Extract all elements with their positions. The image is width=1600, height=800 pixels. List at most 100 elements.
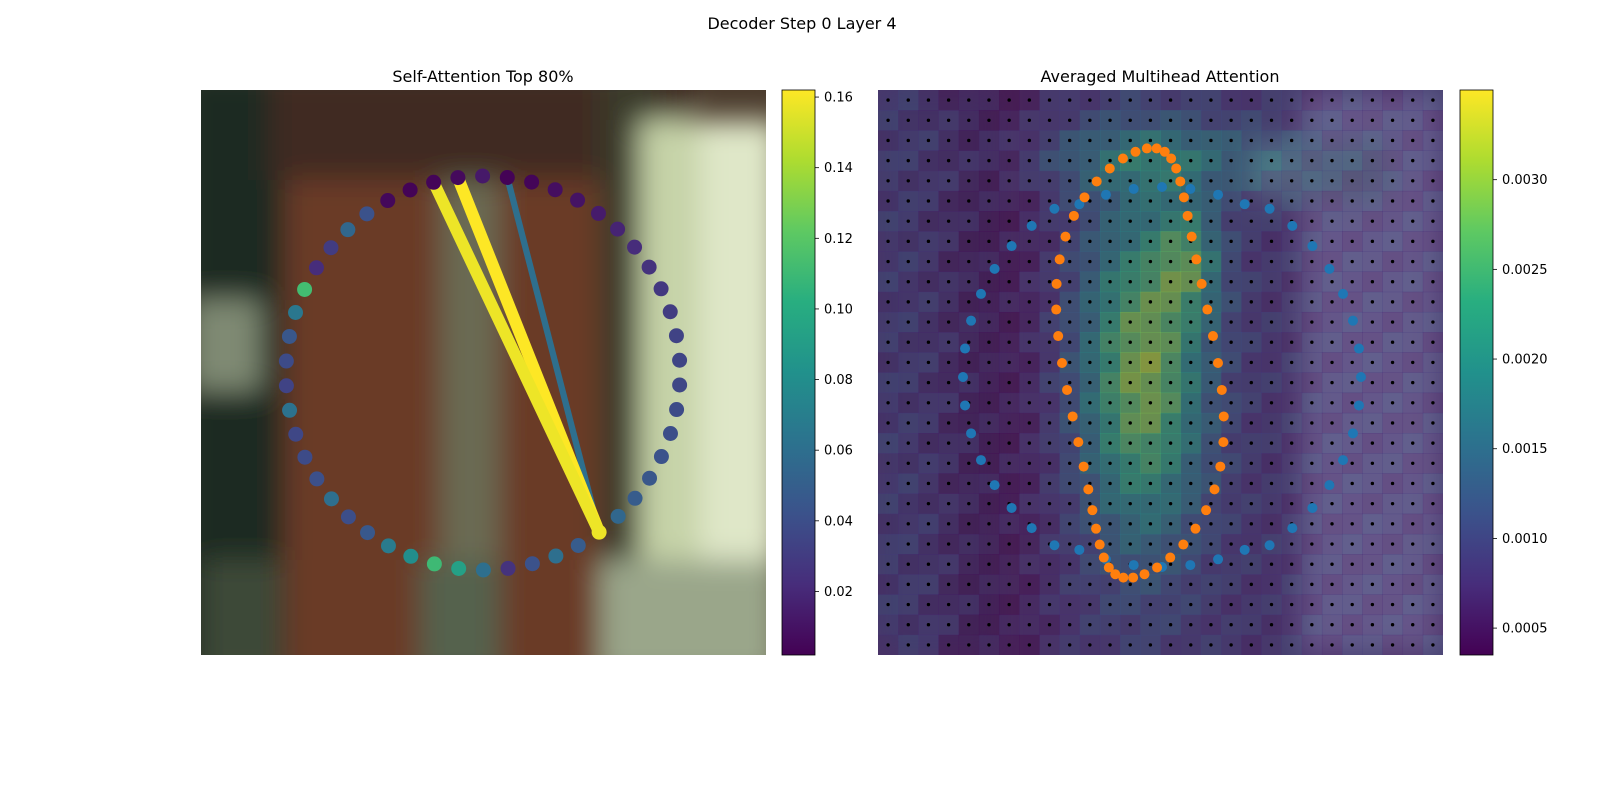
grid-dot — [1027, 623, 1032, 627]
orange-point — [1110, 569, 1121, 580]
grid-dot — [1168, 602, 1173, 607]
grid-dot — [926, 380, 931, 385]
grid-dot — [1249, 300, 1254, 304]
grid-dot — [1148, 421, 1153, 425]
grid-dot — [1047, 340, 1052, 344]
grid-dot — [1108, 138, 1112, 143]
grid-dot — [967, 562, 971, 566]
ring-point — [610, 221, 626, 237]
blue-point — [1324, 263, 1335, 274]
grid-dot — [1370, 481, 1375, 486]
grid-dot — [1370, 441, 1375, 445]
grid-dot — [1310, 158, 1314, 163]
blue-point — [1307, 502, 1318, 513]
colorbar-tick-label: 0.16 — [824, 91, 853, 106]
grid-dot — [1209, 279, 1213, 284]
ring-point — [627, 239, 643, 255]
ring-point — [309, 471, 325, 487]
grid-dot — [1168, 219, 1173, 223]
grid-dot — [987, 461, 991, 466]
grid-dot — [1289, 199, 1294, 203]
grid-dot — [1209, 623, 1213, 627]
grid-dot — [1189, 360, 1193, 365]
grid-dot — [1229, 380, 1233, 385]
grid-dot — [1108, 360, 1112, 365]
grid-dot — [1229, 582, 1233, 587]
grid-dot — [1189, 380, 1193, 385]
grid-dot — [1289, 461, 1294, 466]
orange-point — [1182, 210, 1193, 221]
grid-dot — [1128, 340, 1132, 344]
grid-dot — [1088, 98, 1092, 102]
grid-dot — [1108, 401, 1112, 405]
grid-dot — [1370, 98, 1375, 102]
grid-dot — [906, 279, 910, 284]
grid-dot — [946, 643, 951, 647]
grid-dot — [1249, 138, 1254, 143]
grid-dot — [906, 179, 910, 183]
grid-dot — [1370, 118, 1375, 122]
grid-dot — [1350, 138, 1354, 143]
grid-dot — [1209, 542, 1213, 546]
grid-dot — [1431, 239, 1435, 244]
ring-point — [669, 402, 685, 418]
grid-dot — [1047, 522, 1052, 526]
grid-dot — [1249, 643, 1254, 647]
grid-dot — [1310, 279, 1314, 284]
blue-point — [1157, 182, 1167, 192]
grid-dot — [1310, 138, 1314, 143]
colorbar-tick-label: 0.02 — [824, 585, 853, 600]
grid-dot — [886, 340, 890, 344]
blue-point — [1347, 315, 1358, 326]
blue-point — [1006, 502, 1017, 513]
grid-dot — [1007, 461, 1011, 466]
grid-dot — [1088, 582, 1092, 587]
grid-dot — [1108, 441, 1112, 445]
grid-dot — [967, 158, 971, 163]
grid-dot — [1330, 259, 1334, 264]
grid-dot — [1249, 179, 1254, 183]
grid-dot — [1027, 199, 1032, 203]
grid-dot — [1249, 501, 1254, 506]
grid-dot — [946, 259, 951, 264]
grid-dot — [886, 199, 890, 203]
grid-dot — [1370, 623, 1375, 627]
grid-dot — [1047, 602, 1052, 607]
grid-dot — [1189, 300, 1193, 304]
ring-point — [380, 193, 396, 209]
colorbar-tick-label: 0.14 — [824, 161, 853, 176]
grid-dot — [1047, 441, 1052, 445]
grid-dot — [1168, 461, 1173, 466]
grid-dot — [1269, 138, 1274, 143]
grid-dot — [1269, 643, 1274, 647]
grid-dot — [886, 380, 890, 385]
grid-dot — [1310, 219, 1314, 223]
blue-point — [1353, 400, 1364, 411]
grid-dot — [967, 300, 971, 304]
blue-point — [989, 263, 1000, 274]
grid-dot — [1350, 401, 1354, 405]
grid-dot — [987, 643, 991, 647]
grid-dot — [1007, 522, 1011, 526]
grid-dot — [1148, 320, 1153, 324]
grid-dot — [1067, 98, 1072, 102]
grid-dot — [1390, 179, 1395, 183]
grid-dot — [1128, 360, 1132, 365]
grid-dot — [1189, 461, 1193, 466]
orange-point — [1094, 539, 1105, 550]
grid-dot — [906, 219, 910, 223]
grid-dot — [1168, 623, 1173, 627]
grid-dot — [1047, 421, 1052, 425]
grid-dot — [1108, 199, 1112, 203]
grid-dot — [1209, 360, 1213, 365]
grid-dot — [1189, 501, 1193, 506]
grid-dot — [946, 279, 951, 284]
grid-dot — [1108, 300, 1112, 304]
grid-dot — [1289, 380, 1294, 385]
grid-dot — [967, 360, 971, 365]
colorbar-tick-label: 0.0020 — [1502, 353, 1548, 368]
grid-dot — [1209, 98, 1213, 102]
grid-dot — [967, 501, 971, 506]
grid-dot — [1209, 461, 1213, 466]
grid-dot — [1209, 300, 1213, 304]
